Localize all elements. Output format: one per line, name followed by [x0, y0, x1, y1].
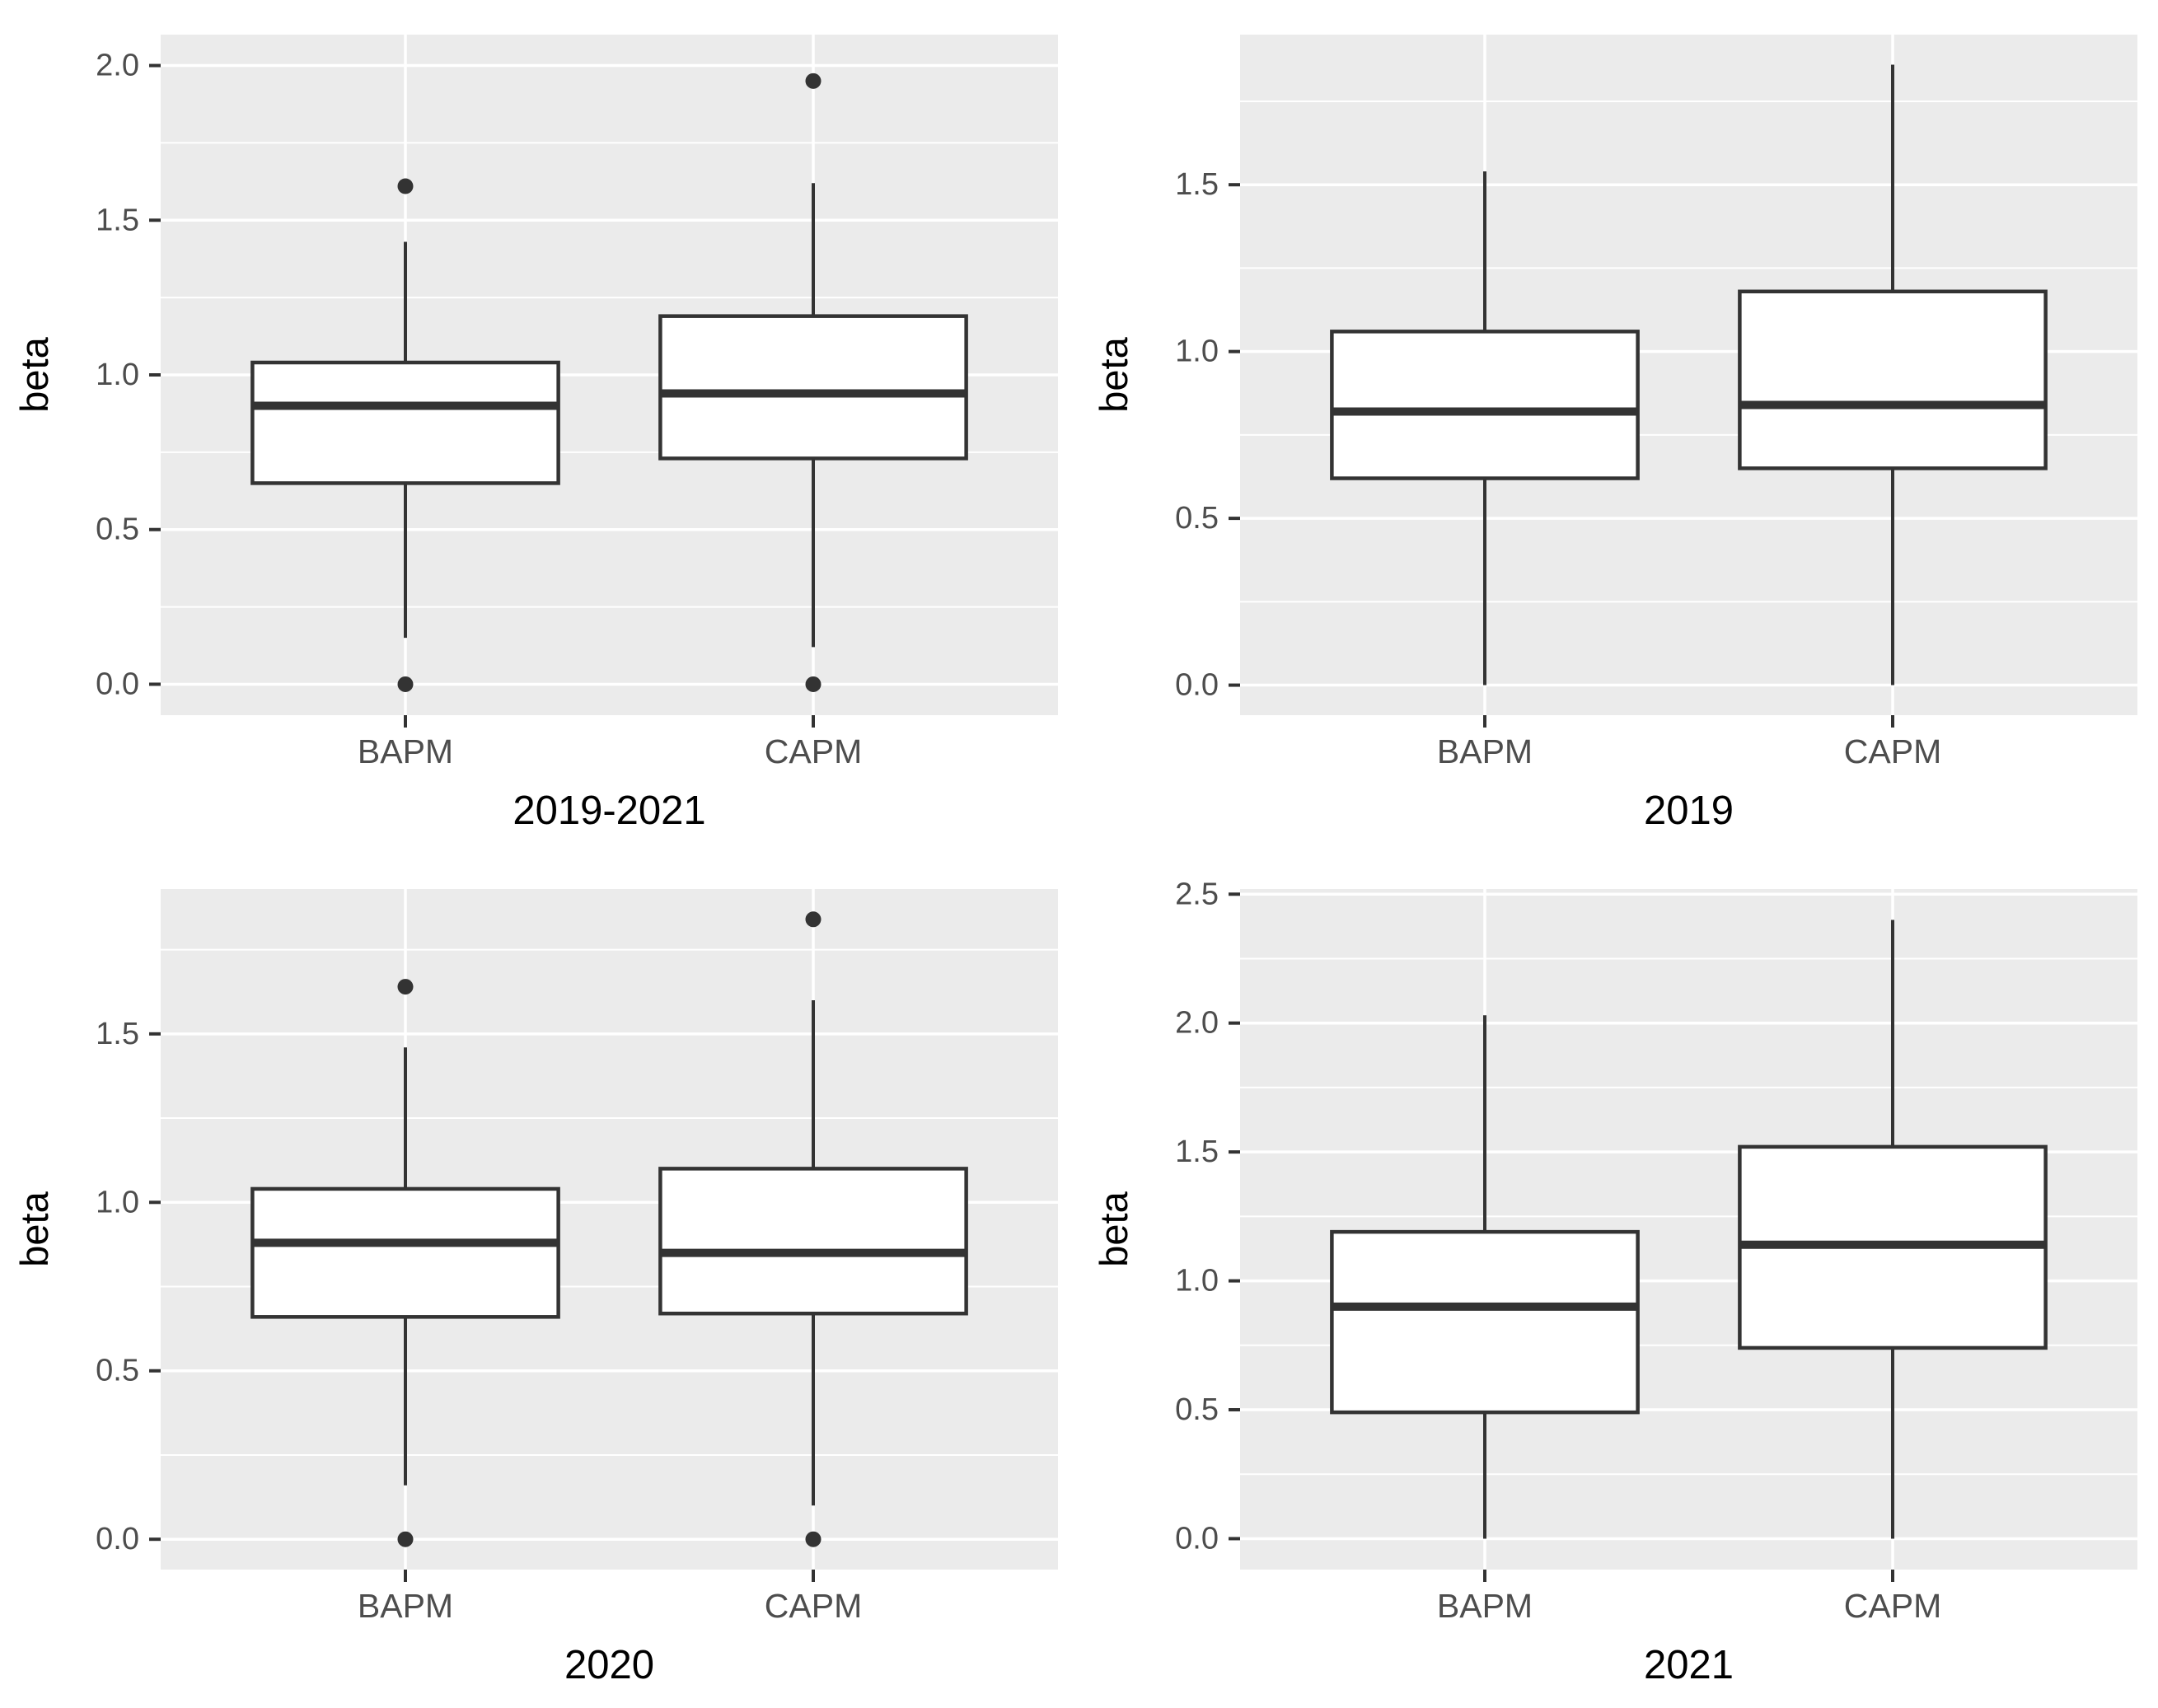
y-tick-label: 1.0: [1175, 1264, 1219, 1299]
boxplot-svg-2020: 0.0 0.5 1.0 1.5 BAPM CAPM beta 2020: [12, 889, 1058, 1687]
y-tick-label: 1.0: [96, 358, 139, 392]
y-tick-label: 0.5: [1175, 501, 1219, 536]
category-label-BAPM: BAPM: [1437, 732, 1533, 770]
y-axis-title: beta: [12, 1191, 56, 1266]
outlier-BAPM: [397, 178, 414, 194]
y-axis-title: beta: [12, 336, 56, 412]
outlier-CAPM: [805, 911, 822, 928]
y-tick-label: 1.5: [96, 1017, 139, 1051]
x-axis-title: 2019-2021: [513, 788, 705, 833]
x-axis-title: 2019: [1644, 788, 1734, 833]
boxplot-svg-2019-2021: 0.0 0.5 1.0 1.5 2.0 BAPM CAPM beta 2019-2021: [12, 35, 1058, 833]
y-tick-label: 1.5: [96, 203, 139, 237]
box-CAPM: [658, 314, 968, 461]
y-tick-label: 0.5: [96, 512, 139, 547]
y-tick-label: 0.5: [96, 1354, 139, 1388]
box-BAPM: [250, 1186, 560, 1319]
outlier-BAPM: [397, 979, 414, 995]
outlier-CAPM: [805, 676, 822, 692]
category-label-CAPM: CAPM: [1844, 1587, 1941, 1625]
box-CAPM: [1738, 289, 2048, 470]
subplot-2019-2021: 0.0 0.5 1.0 1.5 2.0 BAPM CAPM beta 2019-2021: [0, 0, 1079, 854]
x-axis-title: 2020: [564, 1643, 654, 1687]
box-BAPM: [250, 360, 560, 485]
y-tick-label: 1.5: [1175, 1135, 1219, 1169]
subplot-2020: 0.0 0.5 1.0 1.5 BAPM CAPM beta 2020: [0, 854, 1079, 1708]
category-label-BAPM: BAPM: [1437, 1587, 1533, 1625]
y-tick-label: 0.0: [96, 667, 139, 701]
outlier-BAPM: [397, 1531, 414, 1547]
outlier-BAPM: [397, 676, 414, 692]
outlier-CAPM: [805, 73, 822, 89]
category-label-CAPM: CAPM: [765, 1587, 862, 1625]
x-axis-title: 2021: [1644, 1643, 1734, 1687]
y-axis-title: beta: [1092, 1191, 1135, 1266]
y-tick-label: 0.0: [1175, 1521, 1219, 1556]
subplot-2019: 0.0 0.5 1.0 1.5 BAPM CAPM beta 2019: [1079, 0, 2158, 854]
y-tick-label: 1.5: [1175, 167, 1219, 202]
subplot-2021: 0.0 0.5 1.0 1.5 2.0 2.5 BAPM CAPM beta 2021: [1079, 854, 2158, 1708]
category-label-BAPM: BAPM: [358, 732, 453, 770]
y-tick-label: 0.0: [1175, 668, 1219, 703]
box-CAPM: [658, 1167, 968, 1316]
y-tick-label: 1.0: [96, 1185, 139, 1219]
category-label-CAPM: CAPM: [765, 732, 862, 770]
boxplot-svg-2019: 0.0 0.5 1.0 1.5 BAPM CAPM beta 2019: [1092, 35, 2137, 833]
box-BAPM: [1330, 330, 1640, 480]
category-label-CAPM: CAPM: [1844, 732, 1941, 770]
category-label-BAPM: BAPM: [358, 1587, 453, 1625]
y-tick-label: 2.0: [96, 49, 139, 83]
outlier-CAPM: [805, 1531, 822, 1547]
y-axis-title: beta: [1092, 336, 1135, 412]
y-tick-label: 0.0: [96, 1522, 139, 1556]
y-tick-label: 2.0: [1175, 1006, 1219, 1041]
y-tick-label: 1.0: [1175, 335, 1219, 369]
boxplot-svg-2021: 0.0 0.5 1.0 1.5 2.0 2.5 BAPM CAPM beta 2021: [1092, 877, 2137, 1687]
y-tick-label: 0.5: [1175, 1392, 1219, 1427]
box-BAPM: [1330, 1229, 1640, 1415]
y-tick-label: 2.5: [1175, 877, 1219, 911]
